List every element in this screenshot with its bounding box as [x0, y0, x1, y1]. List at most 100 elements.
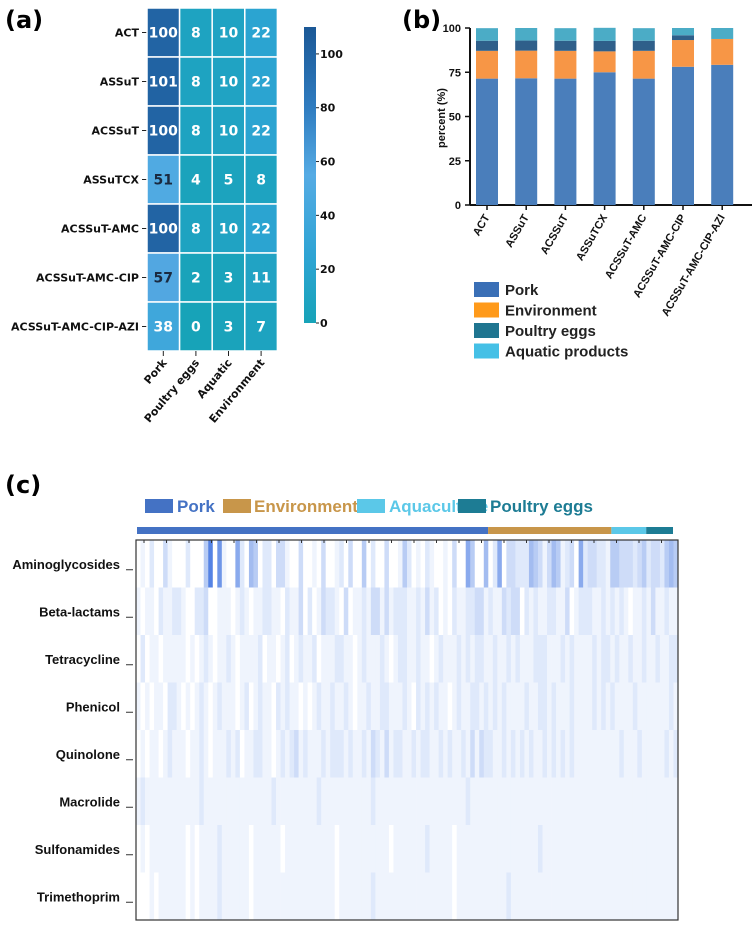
heatmap-cell	[407, 777, 412, 826]
stacked-bar-poultry-eggs	[672, 35, 694, 41]
heatmap-cell	[592, 540, 598, 588]
heatmap-cell	[402, 540, 408, 588]
heatmap-cell	[610, 872, 616, 921]
heatmap-cell	[596, 682, 602, 731]
heatmap-cell	[668, 872, 674, 921]
heatmap-cell	[221, 682, 227, 731]
heatmap-cell	[312, 682, 318, 731]
heatmap-cell	[542, 540, 548, 588]
heatmap-cell	[524, 540, 530, 588]
heatmap-cell	[352, 587, 358, 636]
heatmap-cell	[519, 540, 525, 588]
heatmap-cell	[551, 682, 557, 731]
heatmap-cell	[176, 540, 182, 588]
heatmap-cell	[239, 540, 245, 588]
heatmap-cell	[664, 635, 670, 683]
heatmap-cell	[628, 777, 634, 826]
heatmap-cell	[578, 587, 584, 636]
heatmap-cell	[533, 540, 539, 588]
heatmap-cell	[149, 872, 155, 921]
heatmap-cell	[370, 730, 376, 778]
heatmap-cell	[560, 540, 566, 588]
heatmap-cell	[470, 682, 476, 731]
heatmap-cell	[429, 635, 435, 683]
heatmap-cell	[388, 540, 394, 588]
heatmap-cell	[425, 682, 430, 731]
heatmap-cell	[172, 540, 178, 588]
heatmap-cell	[551, 635, 557, 683]
heatmap-cell	[262, 872, 268, 921]
row-label: Aminoglycosides	[12, 557, 120, 572]
cell-value: 7	[256, 320, 266, 336]
cell-value: 8	[191, 124, 201, 140]
heatmap-cell	[145, 825, 150, 873]
heatmap-cell	[316, 730, 322, 778]
heatmap-cell	[605, 635, 611, 683]
heatmap-cell	[434, 730, 440, 778]
heatmap-cell	[226, 635, 232, 683]
heatmap-cell	[352, 730, 358, 778]
heatmap-cell	[330, 872, 336, 921]
heatmap-cell	[280, 825, 286, 873]
heatmap-cell	[212, 730, 218, 778]
heatmap-cell	[163, 872, 169, 921]
heatmap-cell	[244, 203, 279, 254]
heatmap-cell	[641, 635, 647, 683]
heatmap-cell	[574, 682, 580, 731]
heatmap-cell	[641, 730, 647, 778]
heatmap-cell	[212, 777, 218, 826]
heatmap-cell	[140, 730, 146, 778]
heatmap-cell	[397, 825, 403, 873]
heatmap-cell	[239, 777, 245, 826]
heatmap-cell	[316, 872, 322, 921]
heatmap-cell	[280, 587, 286, 636]
heatmap-cell	[307, 587, 313, 636]
heatmap-cell	[253, 825, 259, 873]
heatmap-cell	[343, 872, 349, 921]
heatmap-cell	[294, 635, 299, 683]
heatmap-cell	[438, 587, 444, 636]
heatmap-cell	[587, 587, 593, 636]
heatmap-cell	[203, 587, 209, 636]
heatmap-cell	[190, 825, 196, 873]
heatmap-cell	[370, 540, 376, 588]
row-label: ACSSuT-AMC	[61, 223, 139, 236]
heatmap-cell	[217, 777, 223, 826]
heatmap-cell	[452, 777, 458, 826]
heatmap-cell	[574, 872, 580, 921]
heatmap-cell	[632, 777, 638, 826]
heatmap-cell	[307, 777, 313, 826]
heatmap-cell	[483, 730, 489, 778]
heatmap-cell	[253, 540, 259, 588]
heatmap-cell	[167, 872, 173, 921]
heatmap-cell	[547, 872, 552, 921]
heatmap-cell	[488, 587, 494, 636]
heatmap-cell	[560, 682, 566, 731]
heatmap-cell	[154, 682, 159, 731]
heatmap-cell	[605, 730, 611, 778]
heatmap-cell	[316, 777, 322, 826]
heatmap-cell	[515, 872, 521, 921]
heatmap-cell	[154, 825, 159, 873]
heatmap-cell	[470, 587, 476, 636]
heatmap-cell	[370, 872, 376, 921]
heatmap-cell	[136, 730, 141, 778]
heatmap-cell	[230, 730, 236, 778]
cell-value: 10	[219, 75, 239, 91]
heatmap-cell	[438, 730, 444, 778]
heatmap-cell	[176, 635, 182, 683]
heatmap-cell	[619, 682, 625, 731]
heatmap-cell	[370, 682, 376, 731]
heatmap-cell	[136, 635, 141, 683]
heatmap-cell	[384, 587, 390, 636]
heatmap-cell	[465, 872, 471, 921]
heatmap-cell	[158, 682, 164, 731]
heatmap-cell	[361, 825, 367, 873]
heatmap-cell	[393, 730, 399, 778]
heatmap-cell	[605, 825, 611, 873]
heatmap-cell	[510, 682, 516, 731]
heatmap-cell	[452, 540, 458, 588]
heatmap-cell	[343, 730, 349, 778]
heatmap-cell	[203, 635, 209, 683]
heatmap-cell	[361, 872, 367, 921]
